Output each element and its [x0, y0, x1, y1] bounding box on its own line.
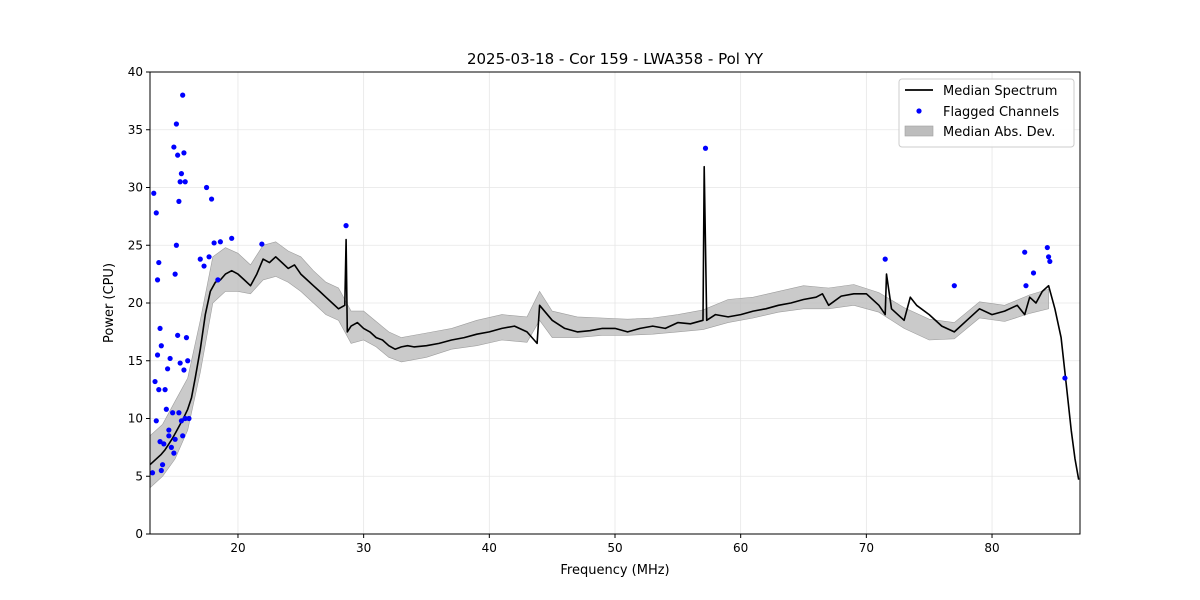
flagged-channel-point: [1062, 375, 1068, 381]
flagged-channel-point: [162, 387, 168, 393]
flagged-channel-point: [158, 343, 164, 349]
y-tick-label: 0: [135, 527, 143, 541]
flagged-channel-point: [156, 387, 162, 393]
flagged-channel-point: [211, 240, 217, 246]
flagged-channel-point: [163, 406, 169, 412]
x-tick-label: 20: [230, 541, 245, 555]
legend-label-mad: Median Abs. Dev.: [943, 125, 1055, 140]
flagged-channel-point: [178, 171, 185, 177]
chart-title: 2025-03-18 - Cor 159 - LWA358 - Pol YY: [467, 50, 764, 68]
x-tick-label: 70: [859, 541, 874, 555]
flagged-channel-point: [158, 467, 164, 474]
flagged-channel-point: [159, 462, 166, 468]
flagged-channel-point: [217, 239, 223, 245]
flagged-channel-point: [175, 152, 181, 158]
flagged-channel-point: [197, 256, 203, 262]
flagged-channel-point: [215, 277, 221, 283]
flagged-channel-point: [208, 196, 215, 202]
flagged-channel-point: [154, 277, 161, 283]
flagged-channel-point: [180, 92, 186, 98]
flagged-channel-point: [166, 427, 172, 433]
flagged-channel-point: [171, 144, 177, 150]
flagged-channel-point: [167, 355, 173, 362]
flagged-channel-point: [1044, 244, 1050, 251]
flagged-channel-point: [882, 256, 888, 262]
flagged-channel-point: [181, 367, 187, 373]
flagged-channel-point: [259, 241, 265, 247]
flagged-channel-point: [168, 444, 174, 450]
flagged-channel-point: [156, 259, 162, 266]
y-tick-label: 5: [135, 469, 143, 483]
flagged-channel-point: [180, 433, 186, 439]
flagged-channel-point: [150, 470, 156, 476]
x-tick-label: 50: [607, 541, 622, 555]
flagged-channel-point: [1045, 254, 1052, 260]
legend-box: [898, 78, 1075, 148]
flagged-channel-point: [176, 198, 182, 204]
x-tick-label: 30: [356, 541, 371, 555]
flagged-channel-point: [343, 223, 349, 229]
flagged-channel-point: [702, 145, 709, 151]
flagged-channel-markers: [150, 92, 1068, 476]
y-tick-label: 20: [128, 296, 143, 310]
median-spectrum-line: [150, 165, 1080, 480]
flagged-channel-point: [157, 325, 163, 332]
flagged-channel-point: [186, 415, 192, 422]
flagged-channel-point: [177, 179, 183, 185]
flagged-channel-point: [951, 283, 957, 289]
y-tick-label: 25: [128, 238, 143, 252]
x-tick-label: 60: [733, 541, 748, 555]
flagged-channel-point: [185, 358, 191, 364]
flagged-channel-point: [229, 235, 235, 241]
y-tick-label: 40: [128, 65, 143, 79]
flagged-channel-point: [206, 254, 212, 260]
flagged-channel-point: [175, 332, 181, 338]
flagged-channel-point: [1023, 283, 1029, 289]
legend: Median Spectrum Flagged Channels Median …: [898, 78, 1075, 148]
flagged-channel-point: [153, 210, 159, 216]
flagged-channel-point: [182, 179, 188, 185]
legend-label-flagged: Flagged Channels: [943, 105, 1059, 120]
y-tick-label: 30: [128, 181, 143, 195]
x-axis-ticks: 20 30 40 50 60 70 80: [230, 534, 1000, 555]
flagged-channel-point: [157, 439, 163, 445]
flagged-channel-point: [171, 450, 177, 456]
y-axis-ticks: 0 5 10 15 20 25 30 35 40: [128, 65, 150, 541]
flagged-channel-point: [203, 184, 210, 191]
flagged-channel-point: [176, 410, 182, 416]
flagged-channel-point: [166, 433, 172, 439]
flagged-channel-point: [172, 436, 178, 442]
flagged-channel-point: [173, 242, 179, 248]
flagged-channel-point: [177, 360, 183, 366]
flagged-channel-point: [152, 378, 158, 385]
flagged-channel-point: [151, 190, 157, 196]
flagged-channel-point: [201, 263, 207, 269]
x-tick-label: 40: [482, 541, 497, 555]
flagged-channel-point: [173, 121, 179, 127]
legend-marker-swatch: [916, 108, 922, 114]
flagged-channel-point: [1047, 258, 1053, 265]
flagged-channel-point: [161, 441, 167, 447]
flagged-channel-point: [1030, 270, 1037, 276]
legend-label-median: Median Spectrum: [943, 84, 1057, 99]
flagged-channel-point: [153, 418, 159, 424]
y-tick-label: 10: [128, 412, 143, 426]
y-tick-label: 15: [128, 354, 143, 368]
flagged-channel-point: [178, 418, 185, 424]
median-abs-dev-band: [150, 241, 1049, 489]
y-axis-label: Power (CPU): [102, 263, 117, 343]
flagged-channel-point: [1022, 249, 1028, 255]
flagged-channel-point: [182, 415, 188, 422]
flagged-channel-point: [181, 150, 187, 156]
flagged-channel-point: [154, 352, 161, 358]
flagged-channel-point: [170, 410, 176, 416]
flagged-channel-point: [164, 366, 171, 372]
legend-patch-swatch: [904, 125, 934, 137]
y-tick-label: 35: [128, 123, 143, 137]
flagged-channel-point: [172, 271, 178, 277]
flagged-channel-point: [183, 335, 190, 341]
x-axis-label: Frequency (MHz): [560, 563, 669, 578]
x-tick-label: 80: [984, 541, 999, 555]
